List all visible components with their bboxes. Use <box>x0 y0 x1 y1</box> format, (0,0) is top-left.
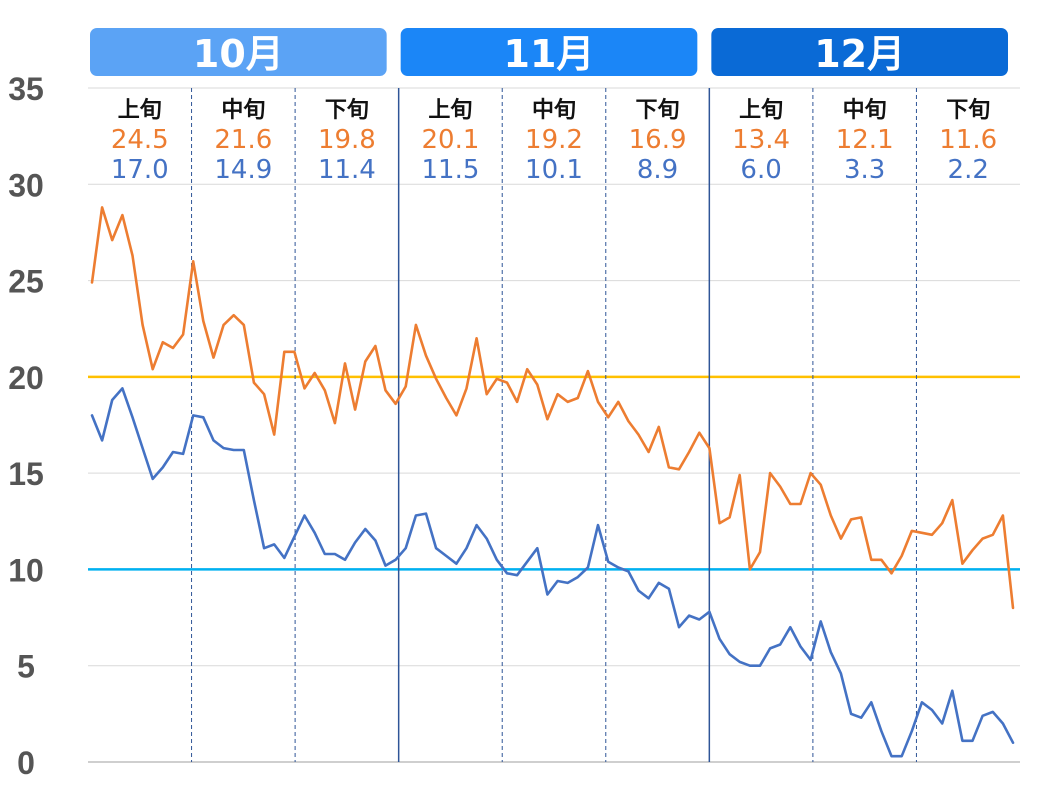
dekad-low-avg: 11.4 <box>318 155 376 185</box>
series-line-high <box>90 206 1015 610</box>
y-tick-label: 35 <box>8 71 44 107</box>
dekad-low-avg: 14.9 <box>214 155 272 185</box>
gridlines <box>88 87 1020 763</box>
series-line-low <box>90 387 1015 758</box>
dekad-high-avg: 11.6 <box>939 125 997 155</box>
y-tick-label: 0 <box>17 745 35 781</box>
dekad-low-avg: 8.9 <box>637 155 678 185</box>
dekad-high-avg: 13.4 <box>732 125 790 155</box>
month-label: 12月 <box>814 32 905 76</box>
y-tick-label: 15 <box>8 456 44 492</box>
dekad-high-avg: 19.8 <box>318 125 376 155</box>
dekad-headers: 上旬24.517.0中旬21.614.9下旬19.811.4上旬20.111.5… <box>111 97 997 185</box>
dekad-label: 上旬 <box>118 97 162 123</box>
dekad-low-avg: 6.0 <box>740 155 781 185</box>
month-box <box>711 28 1008 76</box>
y-tick-label: 10 <box>8 552 44 588</box>
dekad-high-avg: 19.2 <box>525 125 583 155</box>
y-tick-label: 5 <box>17 649 35 685</box>
dekad-label: 中旬 <box>221 97 265 123</box>
dekad-high-avg: 12.1 <box>836 125 894 155</box>
month-label: 11月 <box>504 32 595 76</box>
dekad-label: 上旬 <box>739 97 783 123</box>
dekad-label: 中旬 <box>532 97 576 123</box>
dekad-low-avg: 3.3 <box>844 155 885 185</box>
dekad-label: 中旬 <box>843 97 887 123</box>
dekad-high-avg: 21.6 <box>214 125 272 155</box>
dekad-label: 上旬 <box>428 97 472 123</box>
y-tick-label: 25 <box>8 264 44 300</box>
dekad-high-avg: 16.9 <box>629 125 687 155</box>
y-axis-ticks: 0 5 10 15 20 25 30 35 <box>8 71 44 781</box>
dekad-label: 下旬 <box>636 97 680 123</box>
y-tick-label: 30 <box>8 167 44 203</box>
dekad-dividers <box>191 88 917 762</box>
dekad-high-avg: 20.1 <box>421 125 479 155</box>
dekad-low-avg: 2.2 <box>948 155 989 185</box>
dekad-label: 下旬 <box>946 97 990 123</box>
dekad-label: 下旬 <box>325 97 369 123</box>
month-box <box>400 28 698 76</box>
y-tick-label: 20 <box>8 360 44 396</box>
reference-lines <box>88 375 1020 571</box>
month-label: 10月 <box>193 32 284 76</box>
dekad-low-avg: 11.5 <box>421 155 479 185</box>
month-box <box>90 28 387 76</box>
dekad-low-avg: 10.1 <box>525 155 583 185</box>
month-headers: 10月 11月 12月 <box>90 28 1008 76</box>
series-lines <box>90 206 1015 758</box>
dekad-low-avg: 17.0 <box>111 155 169 185</box>
dekad-high-avg: 24.5 <box>111 125 169 155</box>
